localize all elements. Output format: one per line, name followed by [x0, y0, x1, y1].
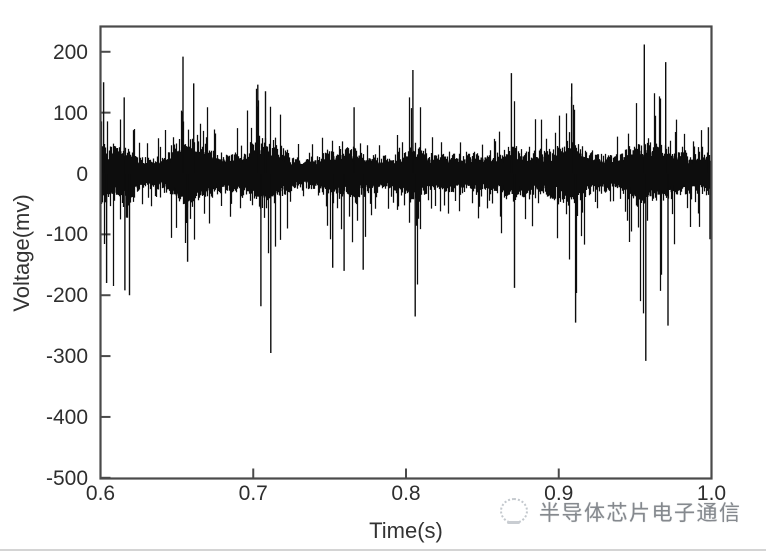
- signal-spikes: [101, 88, 711, 314]
- bottom-divider: [0, 549, 766, 551]
- y-axis-title: Voltage(mv): [9, 194, 34, 312]
- x-tick-label: 0.6: [85, 482, 116, 505]
- watermark-text: 半导体芯片电子通信: [539, 502, 742, 525]
- y-tick-label: -400: [45, 405, 88, 429]
- y-tick-label: -100: [45, 223, 88, 247]
- y-tick-label: -500: [45, 466, 88, 490]
- x-tick-label: 0.9: [544, 482, 574, 505]
- signal-peak-lines: [102, 44, 711, 361]
- axis-ticks: [99, 50, 713, 479]
- x-axis-title: Time(s): [369, 518, 443, 543]
- x-tick-label: 0.7: [238, 482, 268, 505]
- watermark: 半导体芯片电子通信: [498, 497, 742, 527]
- plot-frame: [99, 25, 713, 480]
- y-tick-label: -300: [45, 345, 88, 369]
- logo-dash: [507, 521, 520, 524]
- x-tick-label: 1.0: [696, 482, 727, 505]
- watermark-logo-icon: [498, 497, 530, 527]
- x-tick-label: 0.8: [391, 482, 421, 505]
- y-tick-label: 100: [52, 101, 88, 125]
- y-tick-label: 200: [52, 40, 88, 64]
- y-tick-label: -200: [45, 284, 88, 308]
- y-tick-label: 0: [76, 162, 88, 186]
